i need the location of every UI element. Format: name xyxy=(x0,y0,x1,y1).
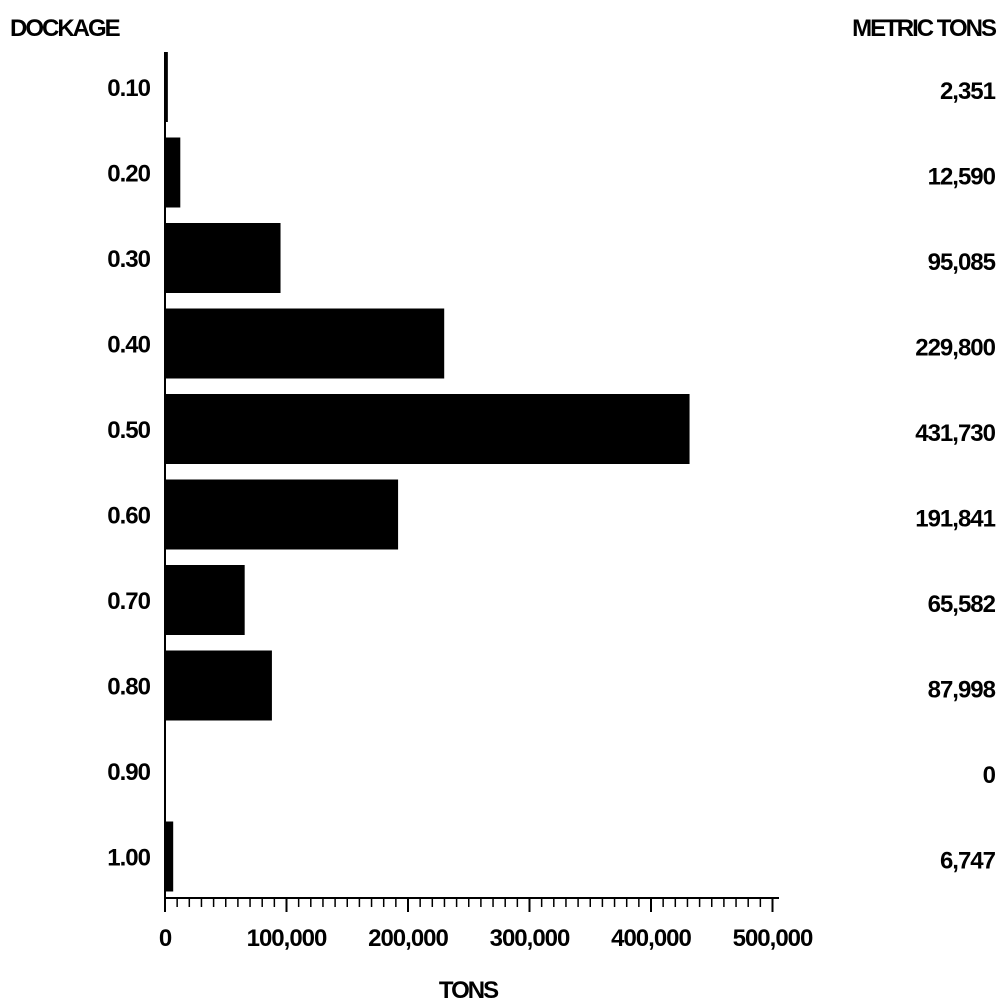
value-label: 229,800 xyxy=(915,335,995,362)
x-tick-label: 200,000 xyxy=(368,925,448,952)
x-tick-label: 300,000 xyxy=(490,925,570,952)
bar-0.80 xyxy=(165,650,272,721)
value-label: 431,730 xyxy=(915,420,995,447)
value-label: 87,998 xyxy=(928,677,996,704)
category-label: 0.20 xyxy=(107,161,150,188)
bar-0.20 xyxy=(165,137,181,208)
value-label: 6,747 xyxy=(940,848,996,875)
category-label: 0.60 xyxy=(107,503,150,530)
x-tick-label: 0 xyxy=(159,925,172,952)
category-label: 0.80 xyxy=(107,674,150,701)
x-axis-title: TONS xyxy=(439,977,499,1004)
value-label: 2,351 xyxy=(940,78,996,105)
x-tick-label: 100,000 xyxy=(247,925,327,952)
bar-0.60 xyxy=(165,479,399,550)
value-label: 191,841 xyxy=(915,506,995,533)
category-label: 0.10 xyxy=(107,75,150,102)
value-label: 12,590 xyxy=(928,164,996,191)
value-label: 0 xyxy=(983,762,996,789)
category-labels: 0.10 0.20 0.30 0.40 0.50 0.60 0.70 0.80 0.90 1.00 xyxy=(107,75,151,872)
bar-1.00 xyxy=(165,821,174,892)
value-label: 95,085 xyxy=(928,249,996,276)
category-label: 0.50 xyxy=(107,417,150,444)
category-label: 0.90 xyxy=(107,759,150,786)
category-label: 0.70 xyxy=(107,588,150,615)
value-column-title: METRIC TONS xyxy=(852,15,997,42)
bar-0.10 xyxy=(165,52,168,122)
category-label: 0.30 xyxy=(107,246,150,273)
x-axis-ticks: 0 100,000 200,000 300,000 400,000 500,000 xyxy=(159,898,814,952)
category-label: 0.40 xyxy=(107,332,150,359)
bar-0.70 xyxy=(165,565,245,635)
bar-0.50 xyxy=(165,394,690,464)
bar-0.30 xyxy=(165,223,281,293)
x-tick-label: 500,000 xyxy=(733,925,813,952)
y-axis-title: DOCKAGE xyxy=(10,15,121,42)
bars-group xyxy=(165,52,690,892)
value-labels: 2,351 12,590 95,085 229,800 431,730 191,841 65… xyxy=(915,78,996,875)
bar-0.40 xyxy=(165,308,445,379)
value-label: 65,582 xyxy=(928,591,996,618)
x-tick-label: 400,000 xyxy=(611,925,691,952)
category-label: 1.00 xyxy=(107,845,150,872)
